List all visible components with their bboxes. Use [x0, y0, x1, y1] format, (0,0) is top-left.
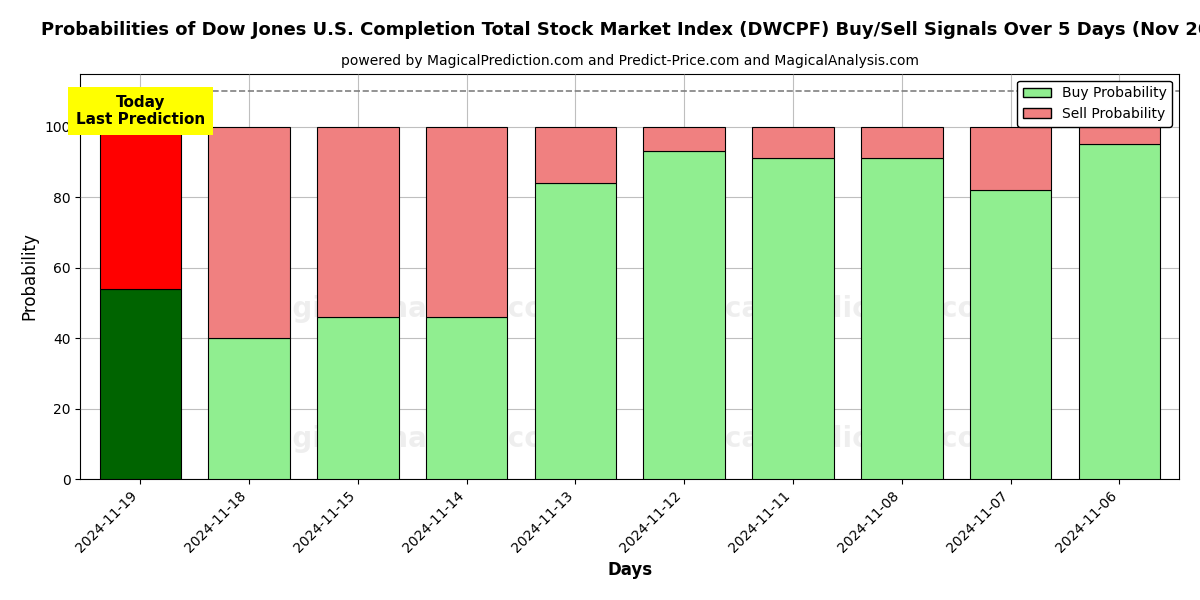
Bar	[860, 127, 942, 158]
Bar	[317, 127, 398, 317]
Bar	[970, 127, 1051, 190]
Bar	[426, 317, 508, 479]
Bar	[426, 127, 508, 317]
Text: MagicalAnalysis.com: MagicalAnalysis.com	[247, 295, 574, 323]
Bar	[1079, 127, 1160, 144]
X-axis label: Days: Days	[607, 561, 653, 579]
Bar	[643, 151, 725, 479]
Bar	[535, 183, 617, 479]
Bar	[752, 127, 834, 158]
Text: MagicalPrediction.com: MagicalPrediction.com	[649, 295, 1006, 323]
Text: MagicalAnalysis.com: MagicalAnalysis.com	[247, 425, 574, 452]
Bar	[535, 127, 617, 183]
Bar	[209, 127, 290, 338]
Title: Probabilities of Dow Jones U.S. Completion Total Stock Market Index (DWCPF) Buy/: Probabilities of Dow Jones U.S. Completi…	[41, 21, 1200, 39]
Bar	[100, 289, 181, 479]
Bar	[100, 127, 181, 289]
Bar	[970, 190, 1051, 479]
Y-axis label: Probability: Probability	[20, 233, 38, 320]
Legend: Buy Probability, Sell Probability: Buy Probability, Sell Probability	[1018, 80, 1172, 127]
Bar	[1079, 144, 1160, 479]
Text: MagicalPrediction.com: MagicalPrediction.com	[649, 425, 1006, 452]
Bar	[860, 158, 942, 479]
Text: Today
Last Prediction: Today Last Prediction	[76, 95, 205, 127]
Bar	[209, 338, 290, 479]
Bar	[643, 127, 725, 151]
Bar	[752, 158, 834, 479]
Text: powered by MagicalPrediction.com and Predict-Price.com and MagicalAnalysis.com: powered by MagicalPrediction.com and Pre…	[341, 53, 919, 68]
Bar	[317, 317, 398, 479]
